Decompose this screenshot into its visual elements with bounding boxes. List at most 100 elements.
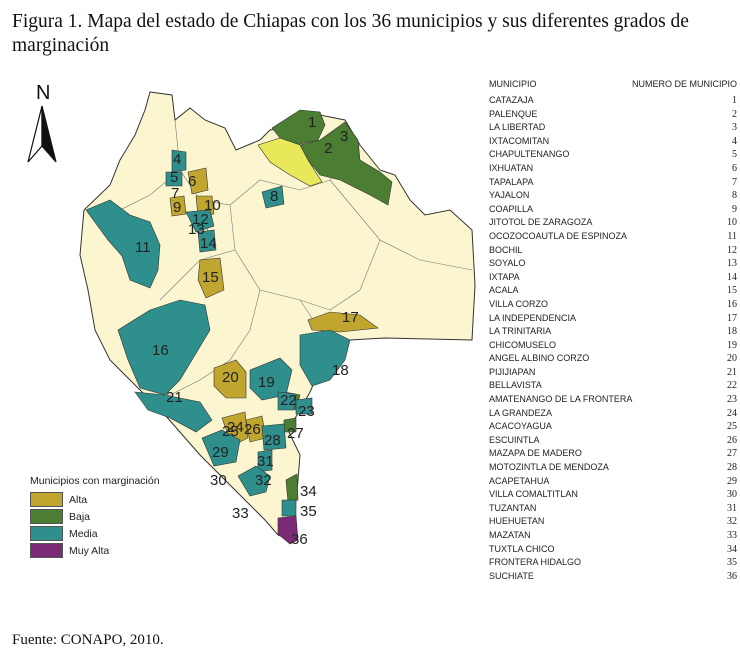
municipality-number: 5 xyxy=(732,149,737,161)
region-15-alta xyxy=(197,257,225,299)
municipality-name: SOYALO xyxy=(489,258,526,269)
map-label-30: 30 xyxy=(210,472,227,489)
table-body: CATAZAJA 1 PALENQUE 2 LA LIBERTAD 3 IXTACOMITA… xyxy=(489,94,737,583)
municipality-number: 14 xyxy=(727,271,737,283)
table-row: OCOZOCOAUTLA DE ESPINOZA 11 xyxy=(489,230,737,244)
table-header: MUNICIPIO NUMERO DE MUNICIPIO xyxy=(489,76,737,92)
region-21-media xyxy=(134,391,213,433)
table-row: FRONTERA HIDALGO 35 xyxy=(489,556,737,570)
table-row: SOYALO 13 xyxy=(489,257,737,271)
figure-title: Figura 1. Mapa del estado de Chiapas con… xyxy=(12,11,689,56)
municipality-name: TAPALAPA xyxy=(489,176,534,187)
region-12-media xyxy=(185,209,215,233)
municipality-name: PIJIJIAPAN xyxy=(489,366,536,377)
municipality-name: ACACOYAGUA xyxy=(489,421,552,432)
region-32-media xyxy=(237,465,271,497)
map-label-22: 22 xyxy=(280,392,297,409)
map-label-24: 24 xyxy=(227,419,244,436)
municipality-name: TUXTLA CHICO xyxy=(489,543,555,554)
municipality-number: 34 xyxy=(727,543,737,555)
municipality-name: IXHUATAN xyxy=(489,162,534,173)
municipality-name: SUCHIATE xyxy=(489,570,534,581)
municipality-name: MOTOZINTLA DE MENDOZA xyxy=(489,462,609,473)
map-label-12: 12 xyxy=(192,211,209,228)
municipality-name: PALENQUE xyxy=(489,108,538,119)
map-label-8: 8 xyxy=(270,188,278,205)
municipality-name: LA TRINITARIA xyxy=(489,326,552,337)
table-row: MAZATAN 33 xyxy=(489,529,737,543)
legend-label: Media xyxy=(69,527,98,540)
map-label-36: 36 xyxy=(291,531,308,548)
region-2-baja xyxy=(299,121,393,206)
table-row: BOCHIL 12 xyxy=(489,244,737,258)
municipality-number: 25 xyxy=(727,421,737,433)
municipality-number: 32 xyxy=(727,516,737,528)
municipality-number: 1 xyxy=(732,95,737,106)
table-row: MOTOZINTLA DE MENDOZA 28 xyxy=(489,461,737,475)
municipality-number: 19 xyxy=(727,339,737,351)
region-4-media xyxy=(171,149,187,173)
legend-label: Muy Alta xyxy=(69,544,110,557)
municipality-number: 3 xyxy=(732,122,737,134)
table-row: VILLA COMALTITLAN 30 xyxy=(489,488,737,502)
map-label-26: 26 xyxy=(244,421,261,438)
table-row: LA GRANDEZA 24 xyxy=(489,407,737,421)
legend-swatch xyxy=(30,492,63,507)
municipality-number: 21 xyxy=(727,366,737,378)
table-row: PIJIJIAPAN 21 xyxy=(489,366,737,380)
municipality-name: IXTAPA xyxy=(489,271,520,282)
map-label-7: 7 xyxy=(171,185,179,202)
municipality-name: IXTACOMITAN xyxy=(489,135,550,146)
table-row: ANGEL ALBINO CORZO 20 xyxy=(489,352,737,366)
table-row: HUEHUETAN 32 xyxy=(489,515,737,529)
table-row: ACACOYAGUA 25 xyxy=(489,420,737,434)
municipality-name: BELLAVISTA xyxy=(489,380,542,391)
region-8-media xyxy=(261,185,285,209)
table-row: IXHUATAN 6 xyxy=(489,162,737,176)
map-label-17: 17 xyxy=(342,309,359,326)
table-row: TAPALAPA 7 xyxy=(489,176,737,190)
map-label-13: 13 xyxy=(188,221,205,238)
municipality-name: BOCHIL xyxy=(489,244,523,255)
municipality-name: CHAPULTENANGO xyxy=(489,149,570,160)
map-label-19: 19 xyxy=(258,374,275,391)
municipality-number: 8 xyxy=(732,190,737,202)
source-note: Fuente: CONAPO, 2010. xyxy=(12,632,164,648)
municipality-number: 13 xyxy=(727,258,737,270)
table-row: TUZANTAN 31 xyxy=(489,502,737,516)
region-22-media xyxy=(277,391,297,411)
north-arrow-icon xyxy=(27,105,57,163)
table-row: JITOTOL DE ZARAGOZA 10 xyxy=(489,216,737,230)
municipality-number: 17 xyxy=(727,312,737,324)
municipality-name: VILLA CORZO xyxy=(489,298,549,309)
table-row: COAPILLA 9 xyxy=(489,203,737,217)
map-label-27: 27 xyxy=(287,425,304,442)
map-label-1: 1 xyxy=(308,114,316,131)
municipality-name: OCOZOCOAUTLA DE ESPINOZA xyxy=(489,230,628,241)
region-35-media xyxy=(281,499,297,517)
municipality-number: 33 xyxy=(727,530,737,541)
table-row: ACAPETAHUA 29 xyxy=(489,475,737,489)
map-label-15: 15 xyxy=(202,269,219,286)
map-label-29: 29 xyxy=(212,444,229,461)
municipality-name: TUZANTAN xyxy=(489,502,537,513)
table-row: LA INDEPENDENCIA 17 xyxy=(489,312,737,326)
legend: Municipios con marginación Alta Baja Med… xyxy=(30,475,160,559)
region-18-media xyxy=(299,329,351,387)
municipality-number: 4 xyxy=(732,135,737,147)
map-label-25: 25 xyxy=(222,423,239,440)
municipality-number: 22 xyxy=(727,380,737,392)
table-row: CATAZAJA 1 xyxy=(489,94,737,108)
municipality-number: 28 xyxy=(727,462,737,474)
municipality-number: 11 xyxy=(727,230,737,242)
map-label-6: 6 xyxy=(188,173,196,190)
municipality-number: 2 xyxy=(732,108,737,120)
region-14-media xyxy=(197,229,217,253)
map-label-9: 9 xyxy=(173,199,181,216)
legend-swatch xyxy=(30,543,63,558)
municipality-number: 6 xyxy=(732,162,737,174)
municipality-number: 15 xyxy=(727,285,737,297)
region-9-alta xyxy=(169,195,187,217)
region-23-media xyxy=(295,397,313,415)
table-row: IXTAPA 14 xyxy=(489,271,737,285)
